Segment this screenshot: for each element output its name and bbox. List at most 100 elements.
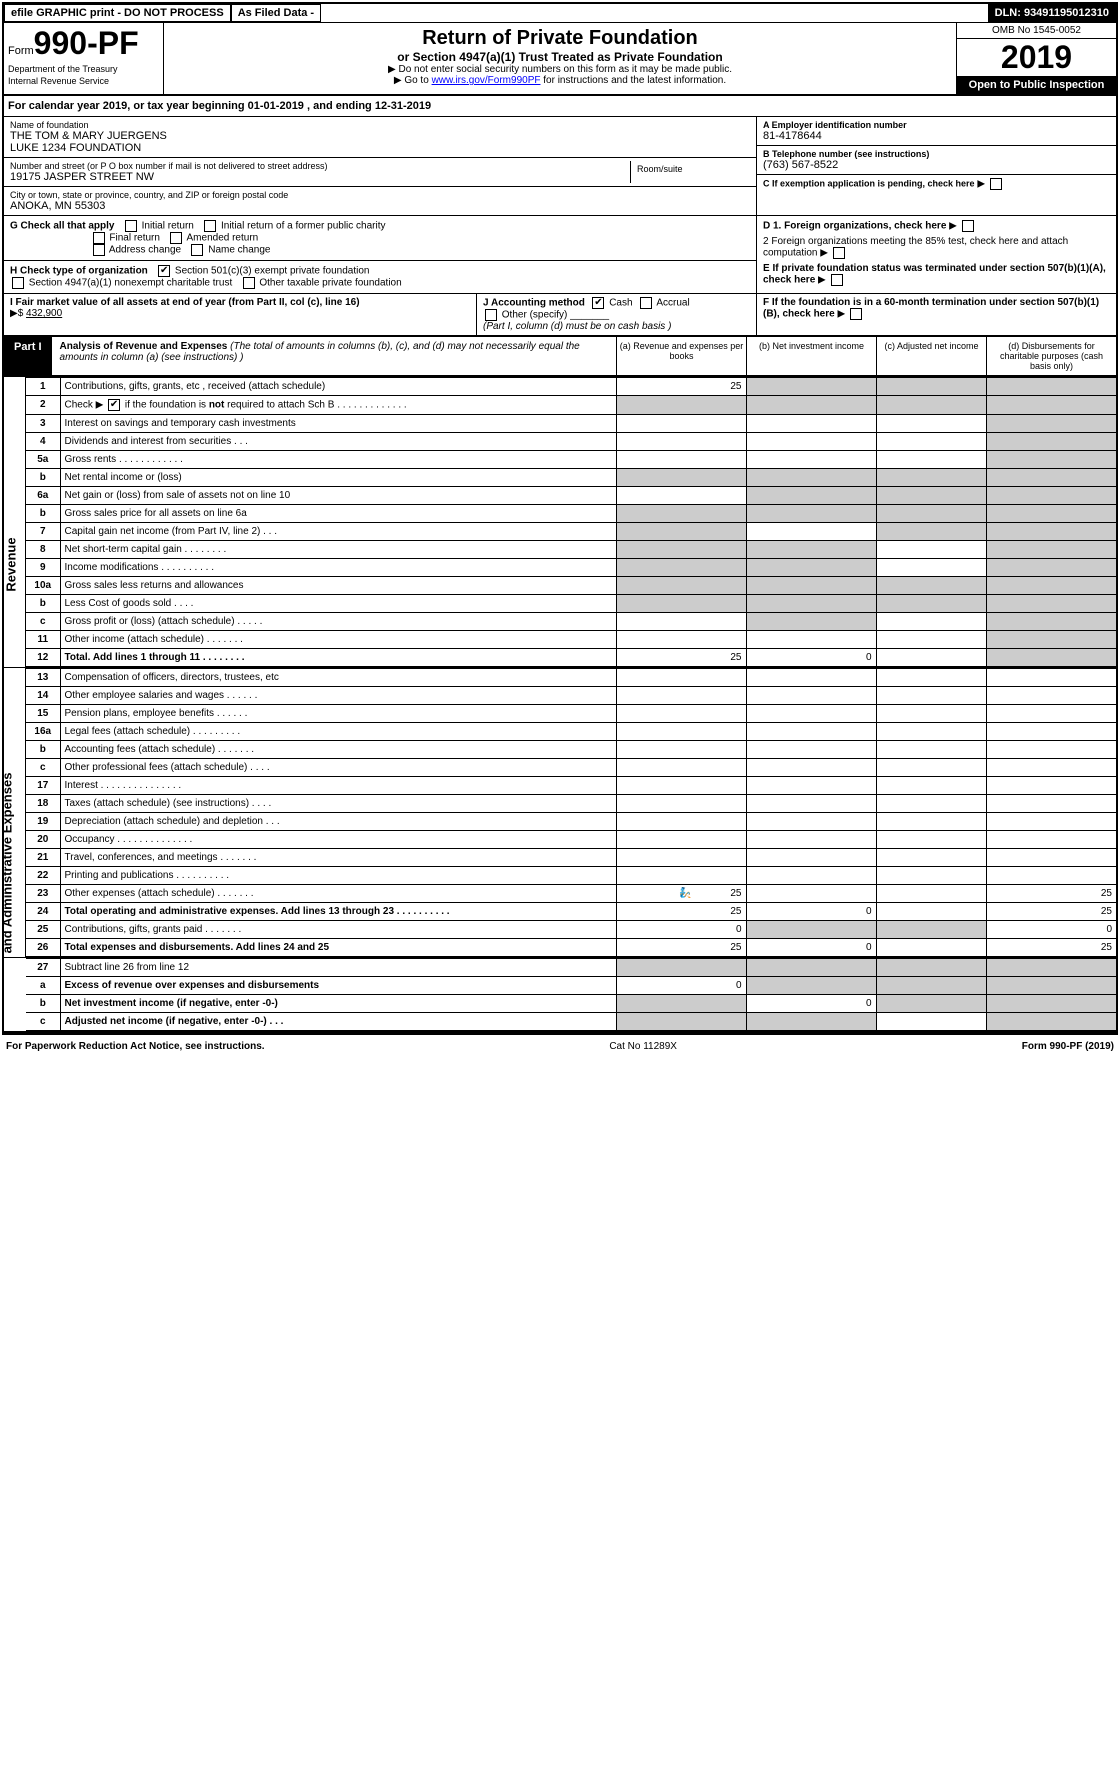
name-label: Name of foundation (10, 120, 750, 130)
j-cell: J Accounting method ✔ Cash Accrual Other… (476, 294, 756, 335)
col-c-header: (c) Adjusted net income (876, 337, 986, 375)
d2-checkbox[interactable] (833, 247, 845, 259)
line-5a: 5aGross rents . . . . . . . . . . . . (26, 451, 1116, 469)
ijf-row: I Fair market value of all assets at end… (4, 294, 1116, 337)
form-subtitle: or Section 4947(a)(1) Trust Treated as P… (168, 50, 952, 64)
phone-val: (763) 567-8522 (763, 159, 1110, 171)
line-17: 17Interest . . . . . . . . . . . . . . . (26, 777, 1116, 795)
line-10c: cGross profit or (loss) (attach schedule… (26, 613, 1116, 631)
expenses-sidelabel: Operating and Administrative Expenses (4, 668, 26, 957)
year-box: OMB No 1545-0052 2019 Open to Public Ins… (956, 23, 1116, 94)
efile-notice: efile GRAPHIC print - DO NOT PROCESS (4, 4, 231, 22)
line-16c: cOther professional fees (attach schedul… (26, 759, 1116, 777)
year-end: 12-31-2019 (375, 100, 431, 112)
h-other-checkbox[interactable] (243, 277, 255, 289)
revenue-table: 1Contributions, gifts, grants, etc , rec… (26, 377, 1116, 667)
line-14: 14Other employee salaries and wages . . … (26, 687, 1116, 705)
g-name-checkbox[interactable] (191, 244, 203, 256)
e-row: E If private foundation status was termi… (763, 263, 1110, 286)
part1-header-row: Part I Analysis of Revenue and Expenses … (4, 337, 1116, 376)
footer-form: Form 990-PF (2019) (1022, 1041, 1114, 1052)
name-line1: THE TOM & MARY JUERGENS (10, 130, 750, 142)
info-right: A Employer identification number 81-4178… (756, 117, 1116, 215)
line-13: 13Compensation of officers, directors, t… (26, 669, 1116, 687)
g-initial-checkbox[interactable] (125, 220, 137, 232)
attachment-icon[interactable]: 🧞 (679, 888, 691, 899)
line-27b: bNet investment income (if negative, ent… (26, 995, 1116, 1013)
schb-checkbox[interactable]: ✔ (108, 399, 120, 411)
form-title: Return of Private Foundation (168, 27, 952, 50)
part1-tab: Part I (4, 337, 52, 375)
line-1: 1Contributions, gifts, grants, etc , rec… (26, 378, 1116, 396)
col-d-header: (d) Disbursements for charitable purpose… (986, 337, 1116, 375)
g-amended-checkbox[interactable] (170, 232, 182, 244)
dept-treasury: Department of the Treasury (8, 64, 159, 74)
line-9: 9Income modifications . . . . . . . . . … (26, 559, 1116, 577)
f-checkbox[interactable] (850, 308, 862, 320)
note-ssn: ▶ Do not enter social security numbers o… (168, 64, 952, 75)
addr-val: 19175 JASPER STREET NW (10, 171, 630, 183)
e-checkbox[interactable] (831, 274, 843, 286)
phone-label: B Telephone number (see instructions) (763, 149, 1110, 159)
j-note: (Part I, column (d) must be on cash basi… (483, 321, 671, 332)
g-label: G Check all that apply (10, 221, 114, 232)
cols-header: (a) Revenue and expenses per books (b) N… (616, 337, 1116, 375)
line-16b: bAccounting fees (attach schedule) . . .… (26, 741, 1116, 759)
form-number-box: Form990-PF Department of the Treasury In… (4, 23, 164, 94)
name-line2: LUKE 1234 FOUNDATION (10, 142, 750, 154)
exemption-cell: C If exemption application is pending, c… (757, 175, 1116, 193)
title-box: Return of Private Foundation or Section … (164, 23, 956, 94)
g-former-checkbox[interactable] (204, 220, 216, 232)
g-row: G Check all that apply Initial return In… (4, 216, 756, 261)
line-10a: 10aGross sales less returns and allowanc… (26, 577, 1116, 595)
fmv-value: 432,900 (26, 308, 62, 319)
city-label: City or town, state or province, country… (10, 190, 750, 200)
g-addr-checkbox[interactable] (93, 244, 105, 256)
line-6b: bGross sales price for all assets on lin… (26, 505, 1116, 523)
f-cell: F If the foundation is in a 60-month ter… (756, 294, 1116, 335)
form-number: 990-PF (34, 25, 139, 61)
j-cash-checkbox[interactable]: ✔ (592, 297, 604, 309)
j-accrual-checkbox[interactable] (640, 297, 652, 309)
phone-cell: B Telephone number (see instructions) (7… (757, 146, 1116, 175)
footer-catno: Cat No 11289X (265, 1041, 1022, 1052)
line-6a: 6aNet gain or (loss) from sale of assets… (26, 487, 1116, 505)
page-footer: For Paperwork Reduction Act Notice, see … (0, 1037, 1120, 1056)
tax-year: 2019 (957, 39, 1116, 76)
net-section: 27Subtract line 26 from line 12 aExcess … (4, 957, 1116, 1033)
omb-number: OMB No 1545-0052 (957, 23, 1116, 39)
col-b-header: (b) Net investment income (746, 337, 876, 375)
d1-checkbox[interactable] (962, 220, 974, 232)
def-right: D 1. Foreign organizations, check here ▶… (756, 216, 1116, 293)
exemption-checkbox[interactable] (990, 178, 1002, 190)
line-27: 27Subtract line 26 from line 12 (26, 959, 1116, 977)
line-18: 18Taxes (attach schedule) (see instructi… (26, 795, 1116, 813)
line-3: 3Interest on savings and temporary cash … (26, 415, 1116, 433)
net-sidelabel (4, 958, 26, 1031)
gh-left: G Check all that apply Initial return In… (4, 216, 756, 293)
expenses-table: 13Compensation of officers, directors, t… (26, 668, 1116, 957)
revenue-section: Revenue 1Contributions, gifts, grants, e… (4, 376, 1116, 667)
h-label: H Check type of organization (10, 266, 148, 277)
exemption-label: C If exemption application is pending, c… (763, 179, 975, 189)
d2-row: 2 Foreign organizations meeting the 85% … (763, 236, 1110, 259)
line-24: 24Total operating and administrative exp… (26, 903, 1116, 921)
h-4947-checkbox[interactable] (12, 277, 24, 289)
h-501c3-checkbox[interactable]: ✔ (158, 265, 170, 277)
j-other-checkbox[interactable] (485, 309, 497, 321)
line-27a: aExcess of revenue over expenses and dis… (26, 977, 1116, 995)
part1-desc: Analysis of Revenue and Expenses (The to… (52, 337, 616, 375)
line-15: 15Pension plans, employee benefits . . .… (26, 705, 1116, 723)
ein-val: 81-4178644 (763, 130, 1110, 142)
gh-defblock: G Check all that apply Initial return In… (4, 216, 1116, 294)
line-5b: bNet rental income or (loss) (26, 469, 1116, 487)
line-8: 8Net short-term capital gain . . . . . .… (26, 541, 1116, 559)
footer-left: For Paperwork Reduction Act Notice, see … (6, 1041, 265, 1052)
net-table: 27Subtract line 26 from line 12 aExcess … (26, 958, 1116, 1031)
form-label: Form (8, 45, 34, 57)
i-cell: I Fair market value of all assets at end… (4, 294, 476, 335)
line-12: 12Total. Add lines 1 through 11 . . . . … (26, 649, 1116, 667)
irs-link[interactable]: www.irs.gov/Form990PF (432, 75, 541, 86)
address-cell: Number and street (or P O box number if … (4, 158, 756, 187)
g-final-checkbox[interactable] (93, 232, 105, 244)
